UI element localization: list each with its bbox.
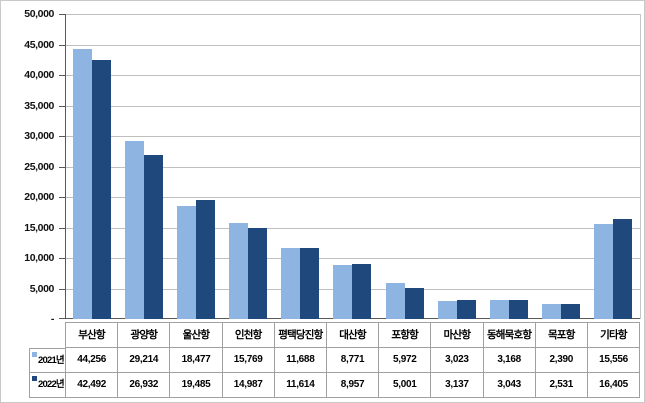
table-row-2021: 2021년 44,256 29,214 18,477 15,769 11,688 8,771… — [29, 348, 641, 373]
y-axis-tick — [59, 318, 66, 319]
value-cell: 3,043 — [482, 373, 535, 398]
y-axis-label: 30,000 — [24, 130, 54, 142]
y-axis-label: 25,000 — [24, 161, 54, 173]
y-axis-tick — [59, 197, 66, 198]
bar-2022년-인천항 — [248, 228, 267, 319]
legend-cell-2021년: 2021년 — [29, 348, 65, 373]
value-cell: 8,771 — [325, 348, 379, 373]
bar-2021년-동해묵호항 — [490, 300, 509, 319]
y-axis-label: 40,000 — [24, 69, 54, 81]
category-header-cell: 포항항 — [378, 322, 431, 348]
bar-2022년-포항항 — [404, 288, 424, 319]
y-axis-label: 20,000 — [24, 191, 54, 203]
gridline — [66, 197, 640, 198]
category-header-cell: 마산항 — [430, 322, 483, 348]
bar-2022년-평택당진항 — [300, 248, 320, 319]
value-cell: 5,001 — [378, 373, 431, 398]
value-cell: 19,485 — [169, 373, 222, 398]
bar-2021년-포항항 — [385, 283, 405, 319]
y-axis-tick — [59, 289, 66, 290]
y-axis-tick — [59, 228, 66, 229]
value-cell: 16,405 — [586, 373, 641, 398]
category-header-cell: 광양항 — [117, 322, 170, 348]
bar-2021년-대산항 — [333, 265, 353, 319]
bar-2022년-기타항 — [613, 219, 633, 319]
bar-2022년-광양항 — [143, 155, 163, 319]
category-header-cell: 목포항 — [534, 322, 587, 348]
category-header-cell: 평택당진항 — [273, 322, 326, 348]
gridline — [66, 14, 640, 15]
y-axis-label: 35,000 — [24, 100, 54, 112]
value-cell: 5,972 — [378, 348, 431, 373]
category-header-cell: 대산항 — [325, 322, 379, 348]
bar-2022년-마산항 — [456, 300, 476, 319]
y-axis-tick — [59, 14, 66, 15]
value-cell: 42,492 — [65, 373, 118, 398]
value-cell: 15,556 — [586, 348, 641, 373]
bar-2021년-기타항 — [594, 224, 614, 319]
y-axis-label: 10,000 — [24, 252, 54, 264]
series-label: 2022년 — [38, 379, 65, 390]
y-axis-tick — [59, 136, 66, 137]
bar-2022년-대산항 — [352, 264, 372, 319]
y-axis-label: 5,000 — [29, 283, 55, 295]
value-cell: 29,214 — [117, 348, 170, 373]
y-axis-tick — [59, 45, 66, 46]
series-label: 2021년 — [38, 355, 65, 366]
category-header-cell: 인천항 — [221, 322, 274, 348]
bar-2021년-평택당진항 — [281, 248, 301, 319]
bar-2021년-마산항 — [437, 301, 457, 319]
gridline — [66, 167, 640, 168]
y-axis-tick — [59, 75, 66, 76]
bar-2022년-목포항 — [561, 304, 581, 319]
y-axis-tick — [59, 106, 66, 107]
y-axis-tick — [59, 167, 66, 168]
gridline — [66, 136, 640, 137]
value-cell: 18,477 — [169, 348, 222, 373]
value-cell: 11,614 — [273, 373, 326, 398]
y-axis-label: - — [50, 313, 55, 325]
value-cell: 3,168 — [482, 348, 535, 373]
gridline — [66, 258, 640, 259]
value-cell: 26,932 — [117, 373, 170, 398]
category-header-cell: 울산항 — [169, 322, 222, 348]
bar-2021년-목포항 — [542, 304, 562, 319]
y-axis-tick — [59, 258, 66, 259]
legend-cell-2022년: 2022년 — [29, 373, 65, 398]
bar-2021년-부산항 — [72, 49, 92, 319]
value-cell: 14,987 — [221, 373, 274, 398]
category-header-cell: 기타항 — [586, 322, 641, 348]
value-cell: 8,957 — [325, 373, 379, 398]
value-cell: 11,688 — [273, 348, 326, 373]
y-axis-label: 15,000 — [24, 222, 54, 234]
value-cell: 2,531 — [534, 373, 587, 398]
bar-2022년-동해묵호항 — [509, 300, 528, 319]
gridline — [66, 106, 640, 107]
table-header-row: 부산항 광양항 울산항 인천항 평택당진항 대산항 포항항 마산항 동해묵호항 목포항 기타항 — [65, 322, 641, 348]
bar-2021년-광양항 — [124, 141, 144, 319]
value-cell: 3,023 — [430, 348, 483, 373]
value-cell: 15,769 — [221, 348, 274, 373]
value-cell: 3,137 — [430, 373, 483, 398]
gridline — [66, 228, 640, 229]
legend-swatch — [32, 376, 37, 381]
value-cell: 44,256 — [65, 348, 118, 373]
category-header-cell: 동해묵호항 — [482, 322, 535, 348]
bar-2022년-부산항 — [91, 60, 111, 319]
bar-2021년-인천항 — [229, 223, 248, 319]
legend-swatch — [32, 352, 37, 357]
plot-area — [59, 14, 641, 319]
y-axis-labels: 50,000 45,000 40,000 35,000 30,000 25,000 20,0… — [1, 8, 58, 325]
gridline — [66, 45, 640, 46]
gridline — [66, 75, 640, 76]
value-cell: 2,390 — [534, 348, 587, 373]
bar-2021년-울산항 — [176, 206, 196, 319]
bar-2022년-울산항 — [195, 200, 215, 319]
category-header-cell: 부산항 — [65, 322, 118, 348]
y-axis-label: 45,000 — [24, 39, 54, 51]
y-axis-label: 50,000 — [24, 8, 54, 20]
table-row-2022: 2022년 42,492 26,932 19,485 14,987 11,614 8,957… — [29, 373, 641, 398]
